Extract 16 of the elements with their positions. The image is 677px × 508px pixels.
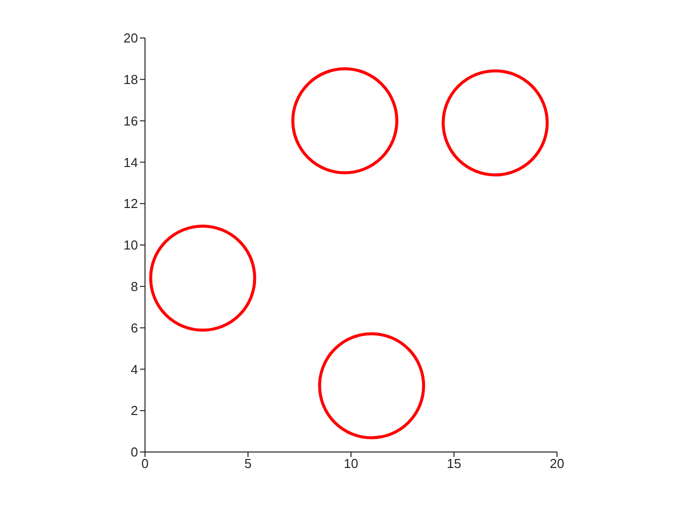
y-tick-label: 18 [124, 72, 138, 88]
y-tick-label: 4 [130, 362, 138, 377]
y-tick-label: 6 [130, 320, 138, 336]
y-tick-label: 16 [124, 113, 138, 128]
x-tick-label: 15 [446, 456, 462, 472]
y-tick-label: 14 [124, 154, 138, 170]
y-tick-label: 2 [130, 403, 138, 418]
y-tick-label: 8 [130, 279, 138, 294]
y-tick-label: 10 [124, 238, 138, 253]
y-tick-label: 0 [130, 444, 138, 460]
x-tick-label: 5 [244, 456, 252, 472]
x-tick-label: 20 [550, 456, 564, 472]
y-tick-label: 20 [124, 30, 138, 46]
x-tick-label: 10 [344, 456, 358, 472]
x-tick-label: 0 [141, 456, 149, 472]
y-tick-label: 12 [124, 196, 138, 212]
